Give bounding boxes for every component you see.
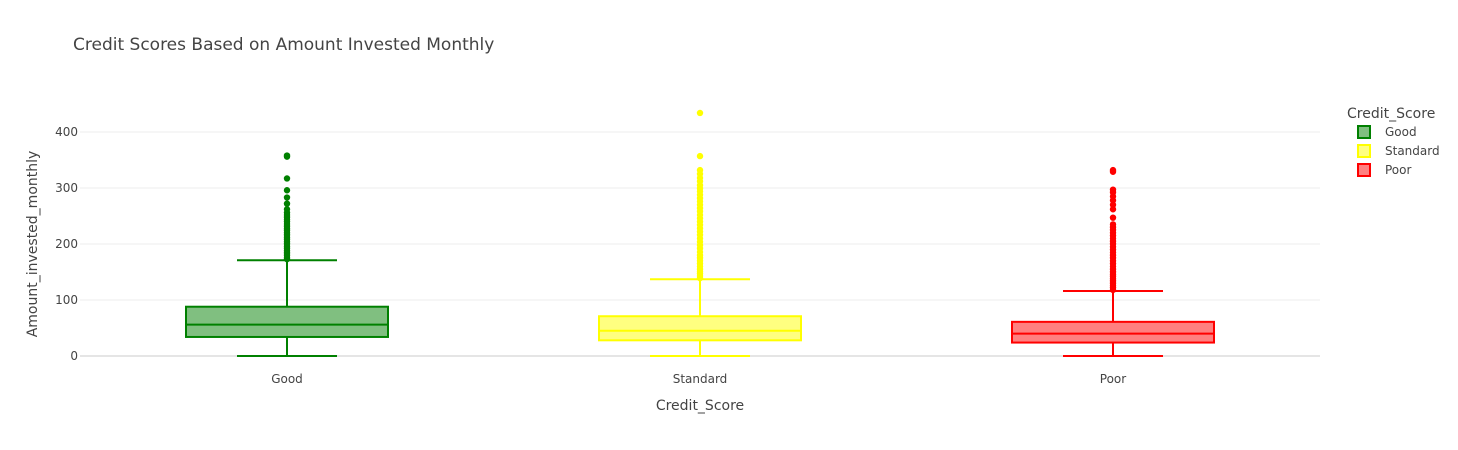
box-trace-standard [598, 109, 802, 357]
x-tick-labels: Good Standard Poor [271, 372, 1126, 386]
y-tick-label: 200 [55, 237, 78, 251]
legend-swatch [1357, 125, 1371, 139]
legend-label: Poor [1385, 163, 1411, 177]
outlier-point [1109, 166, 1117, 174]
legend: Credit_Score Good Standard Poor [1347, 106, 1440, 177]
legend-item-poor[interactable]: Poor [1357, 163, 1411, 177]
box-trace-good [185, 152, 389, 357]
outlier-point [283, 200, 291, 207]
legend-item-good[interactable]: Good [1357, 125, 1417, 139]
outlier-point [283, 187, 291, 194]
x-tick-label: Standard [673, 372, 728, 386]
x-tick-label: Poor [1100, 372, 1126, 386]
chart-title: Credit Scores Based on Amount Invested M… [73, 35, 494, 55]
y-axis-title: Amount_invested_monthly [25, 151, 41, 338]
outlier-point [283, 206, 291, 213]
outlier-point [696, 152, 704, 160]
legend-label: Standard [1385, 144, 1440, 158]
y-tick-labels: 0 100 200 300 400 [55, 125, 78, 363]
box-trace-poor [1011, 166, 1215, 357]
box-traces [185, 109, 1215, 357]
iqr-box [185, 305, 389, 338]
outlier-point [283, 152, 291, 159]
iqr-box [1011, 320, 1215, 344]
outlier-point [1109, 186, 1117, 193]
legend-swatch [1357, 163, 1371, 177]
outlier-point [283, 194, 291, 201]
legend-item-standard[interactable]: Standard [1357, 144, 1440, 158]
outlier-point [1109, 221, 1117, 228]
x-axis-title: Credit_Score [656, 398, 744, 414]
outlier-point [696, 109, 704, 117]
y-tick-label: 300 [55, 181, 78, 195]
iqr-box [598, 315, 802, 342]
legend-swatch [1357, 144, 1371, 158]
legend-title: Credit_Score [1347, 106, 1435, 122]
outlier-point [1109, 206, 1117, 213]
y-tick-label: 100 [55, 293, 78, 307]
legend-label: Good [1385, 125, 1417, 139]
outlier-point [1109, 201, 1117, 208]
outlier-point [283, 175, 291, 182]
outlier-point [1109, 214, 1117, 221]
y-tick-label: 0 [70, 349, 78, 363]
y-tick-label: 400 [55, 125, 78, 139]
outlier-point [696, 166, 704, 174]
x-tick-label: Good [271, 372, 303, 386]
